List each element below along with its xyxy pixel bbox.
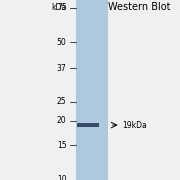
Text: 25: 25 [57, 97, 67, 106]
Text: kDa: kDa [51, 3, 67, 12]
Text: 75: 75 [57, 3, 67, 12]
Text: 50: 50 [57, 38, 67, 47]
Text: 15: 15 [57, 141, 67, 150]
Text: 10: 10 [57, 176, 67, 180]
Bar [76, 123, 99, 127]
Text: 19kDa: 19kDa [122, 121, 147, 130]
Bar [76, 0, 108, 180]
Text: Western Blot: Western Blot [109, 2, 171, 12]
Text: 37: 37 [57, 64, 67, 73]
Text: 20: 20 [57, 116, 67, 125]
